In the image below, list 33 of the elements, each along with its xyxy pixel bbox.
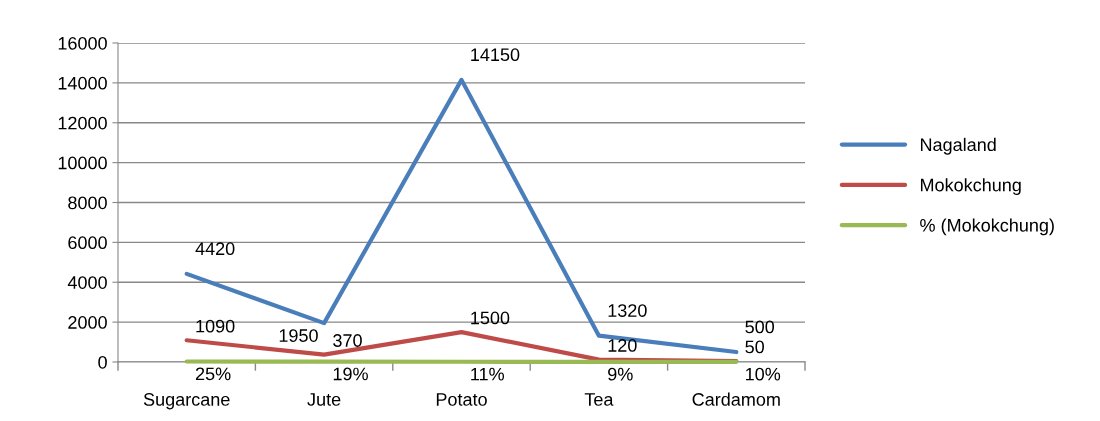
y-tick-label: 4000 [67, 276, 107, 289]
x-tick-label: Jute [307, 393, 341, 406]
y-tick-label: 2000 [68, 316, 107, 329]
data-label: 11% [471, 367, 504, 381]
x-tick-label: Cardamom [692, 392, 780, 406]
data-label: 1090 [196, 319, 235, 333]
data-label: 4420 [195, 242, 235, 256]
y-tick-label: 8000 [68, 196, 107, 210]
data-label: 14150 [471, 48, 520, 62]
legend-label: Mokokchung [920, 178, 1021, 195]
y-tick-label: 14000 [58, 76, 107, 90]
x-tick-label: Potato [436, 393, 487, 406]
data-label: 500 [745, 320, 775, 334]
legend-label: Nagaland [920, 137, 996, 155]
y-tick-label: 0 [98, 355, 107, 369]
y-tick-label: 12000 [58, 116, 107, 130]
data-label: 1320 [608, 304, 647, 317]
data-label: 1950 [279, 329, 318, 342]
data-label: 120 [608, 339, 637, 352]
y-tick-label: 16000 [58, 36, 107, 50]
line-series [184, 77, 739, 355]
data-label: 50 [745, 340, 765, 354]
y-tick-label: 6000 [68, 236, 107, 250]
x-tick-label: Tea [584, 393, 614, 406]
x-tick-label: Sugarcane [143, 393, 230, 410]
legend-label: % (Mokokchung) [920, 218, 1054, 236]
data-label: 10% [746, 367, 781, 381]
y-tick-label: 10000 [58, 156, 107, 170]
data-label: 9% [608, 367, 633, 381]
data-label: 25% [195, 367, 231, 381]
data-label: 370 [333, 334, 362, 347]
data-label: 19% [333, 367, 368, 381]
data-label: 1500 [471, 311, 510, 325]
